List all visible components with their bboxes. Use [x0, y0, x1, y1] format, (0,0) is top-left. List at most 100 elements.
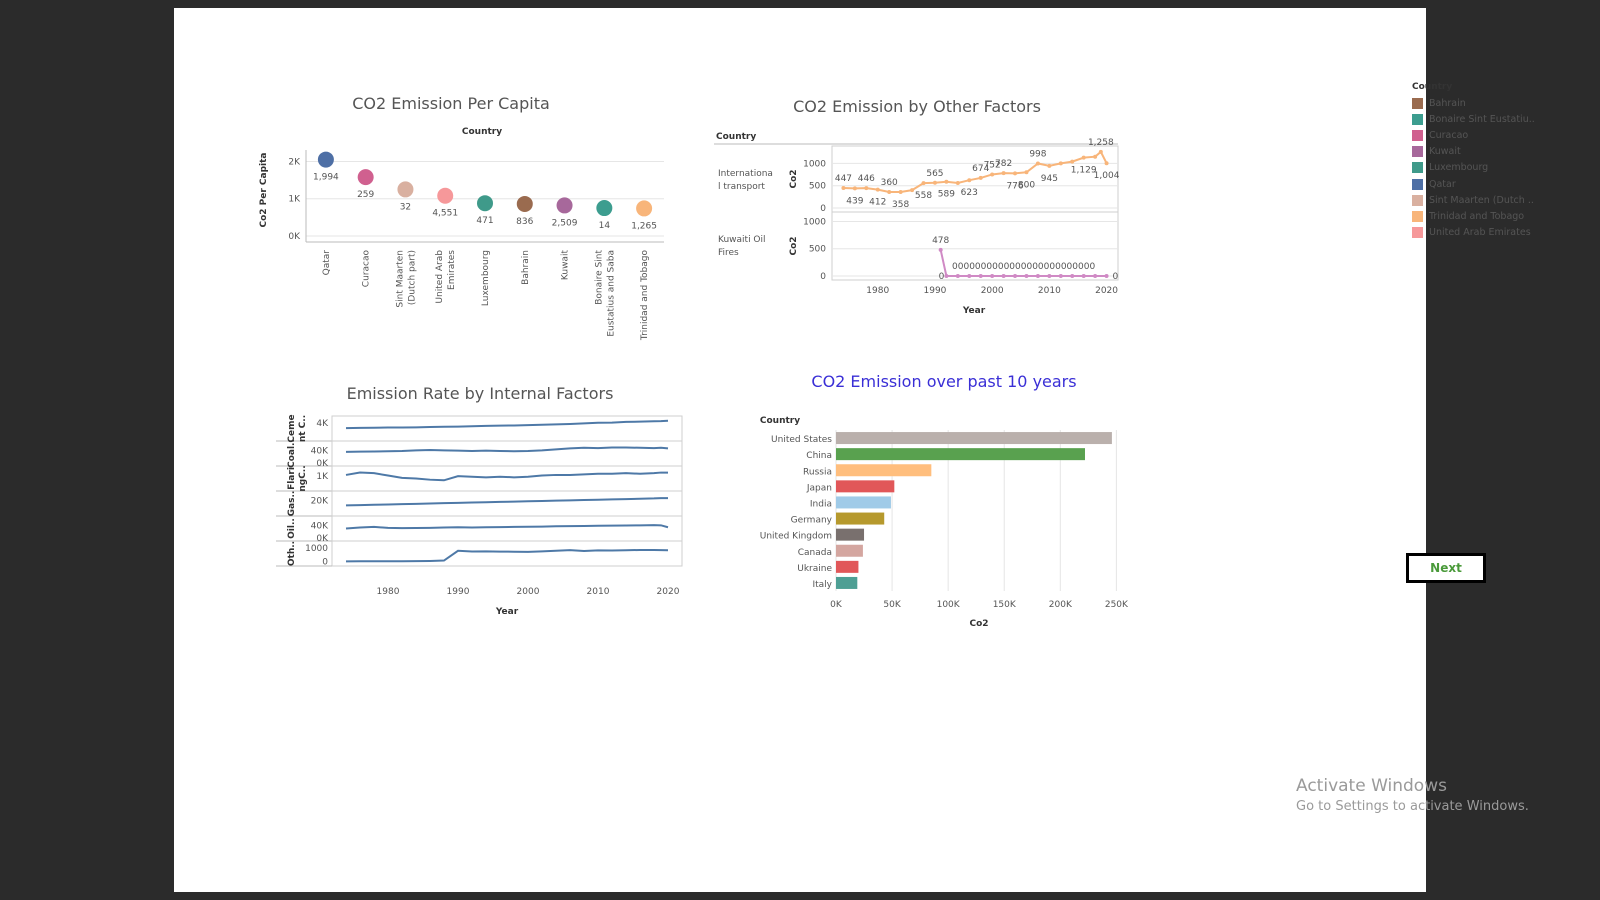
legend-label: Qatar	[1429, 178, 1456, 190]
point-label: 1,265	[631, 221, 657, 231]
y-tick-label: 0K	[316, 534, 329, 544]
point-label: 0	[939, 272, 945, 282]
legend-swatch	[1412, 97, 1423, 109]
point-label: 439	[846, 196, 863, 206]
series-point	[852, 186, 857, 191]
x-tick-label: 150K	[993, 600, 1017, 610]
legend-label: Bonaire Sint Eustatiu..	[1429, 113, 1535, 125]
panel-frame	[331, 440, 683, 467]
point-label: 836	[516, 217, 533, 227]
y-tick-label: 0	[820, 272, 826, 282]
series-point	[1035, 274, 1040, 278]
series-point	[955, 181, 960, 186]
x-category-label: Bonaire Sint	[594, 250, 604, 305]
point-label: 412	[869, 198, 886, 208]
series-point	[1024, 274, 1029, 278]
legend-item[interactable]: Trinidad and Tobago	[1412, 208, 1552, 224]
y-tick-label: 1000	[803, 159, 826, 169]
point-label: 4,551	[432, 209, 458, 219]
x-category-label: Curacao	[362, 250, 372, 288]
x-tick-label: 0K	[830, 600, 843, 610]
legend-label: United Arab Emirates	[1429, 227, 1531, 239]
point-label: 776	[1006, 181, 1023, 191]
y-axis-label: Co2	[789, 169, 799, 188]
column-header-country: Country	[760, 416, 800, 426]
series-point	[841, 186, 846, 191]
series-point	[1058, 161, 1063, 166]
series-point	[1093, 154, 1098, 159]
panel-frame	[831, 211, 1119, 281]
x-category-label: Kuwait	[561, 250, 571, 281]
bar	[836, 464, 932, 477]
point-label: 0	[1113, 272, 1119, 282]
series-point	[978, 175, 983, 180]
chart-title-internal-factors: Emission Rate by Internal Factors	[347, 384, 614, 403]
x-axis-label: Year	[495, 607, 519, 617]
y-tick-label: 40K	[311, 521, 329, 531]
x-category-label: Sint Maarten	[395, 250, 405, 308]
legend-swatch	[1412, 178, 1423, 190]
per-capita-point	[636, 200, 653, 217]
point-label: 782	[995, 159, 1012, 169]
series-point	[1035, 161, 1040, 166]
series-point	[1081, 274, 1086, 278]
series-point	[910, 188, 915, 193]
x-category-label: (Dutch part)	[407, 250, 417, 305]
legend-item[interactable]: Sint Maarten (Dutch ..	[1412, 192, 1552, 208]
y-tick-label: 1K	[316, 472, 329, 482]
series-point	[1047, 163, 1052, 168]
series-line	[345, 419, 669, 430]
x-tick-label: 1980	[866, 286, 889, 296]
category-label: Canada	[798, 548, 832, 558]
point-label: 471	[476, 216, 493, 226]
point-label: 2,509	[552, 218, 578, 228]
point-label: 360	[881, 178, 898, 188]
y-tick-label: 0K	[288, 232, 301, 242]
legend-item[interactable]: Qatar	[1412, 176, 1552, 192]
point-label: 674	[972, 164, 989, 174]
bar	[836, 560, 859, 573]
y-tick-label: 20K	[311, 496, 329, 506]
legend-swatch	[1412, 146, 1423, 158]
series-point	[990, 172, 995, 177]
series-point	[864, 186, 869, 191]
point-label: 998	[1029, 149, 1046, 159]
watermark-line-2: Go to Settings to activate Windows.	[1296, 799, 1529, 814]
x-category-label: Emirates	[447, 250, 457, 290]
series-point	[978, 274, 983, 278]
series-point	[898, 190, 903, 195]
legend-item[interactable]: Kuwait	[1412, 144, 1552, 160]
legend-item[interactable]: United Arab Emirates	[1412, 225, 1552, 241]
legend-item[interactable]: Bonaire Sint Eustatiu..	[1412, 111, 1552, 127]
next-button[interactable]: Next	[1406, 553, 1486, 583]
legend-swatch	[1412, 194, 1423, 206]
series-point	[1058, 274, 1063, 278]
legend-item[interactable]: Bahrain	[1412, 95, 1552, 111]
row-label: Fires	[718, 248, 739, 258]
y-tick-label: 0	[322, 558, 328, 568]
per-capita-point	[516, 195, 533, 212]
legend-item[interactable]: Curacao	[1412, 127, 1552, 143]
category-label: United States	[771, 435, 832, 445]
row-label: ngC..	[298, 465, 308, 491]
x-tick-label: 2010	[1038, 286, 1061, 296]
series-point	[1013, 171, 1018, 176]
point-label: 447	[835, 174, 852, 184]
category-label: China	[806, 451, 832, 461]
point-label: 1,129	[1071, 166, 1097, 176]
category-label: Italy	[812, 580, 832, 590]
legend-label: Luxembourg	[1429, 162, 1489, 174]
point-label: 446	[858, 174, 875, 184]
legend-swatch	[1412, 210, 1423, 222]
point-label: 32	[400, 202, 411, 212]
point-label: 1,258	[1088, 138, 1114, 148]
country-legend: Country Bahrain Bonaire Sint Eustatiu.. Cu…	[1412, 82, 1552, 241]
row-label: Oil..	[287, 518, 297, 539]
series-point	[1093, 274, 1098, 278]
category-label: Japan	[806, 483, 832, 493]
x-tick-label: 1980	[377, 587, 400, 597]
series-point	[1013, 274, 1018, 278]
point-label: 259	[357, 190, 374, 200]
x-axis-label: Year	[962, 306, 986, 316]
legend-item[interactable]: Luxembourg	[1412, 160, 1552, 176]
